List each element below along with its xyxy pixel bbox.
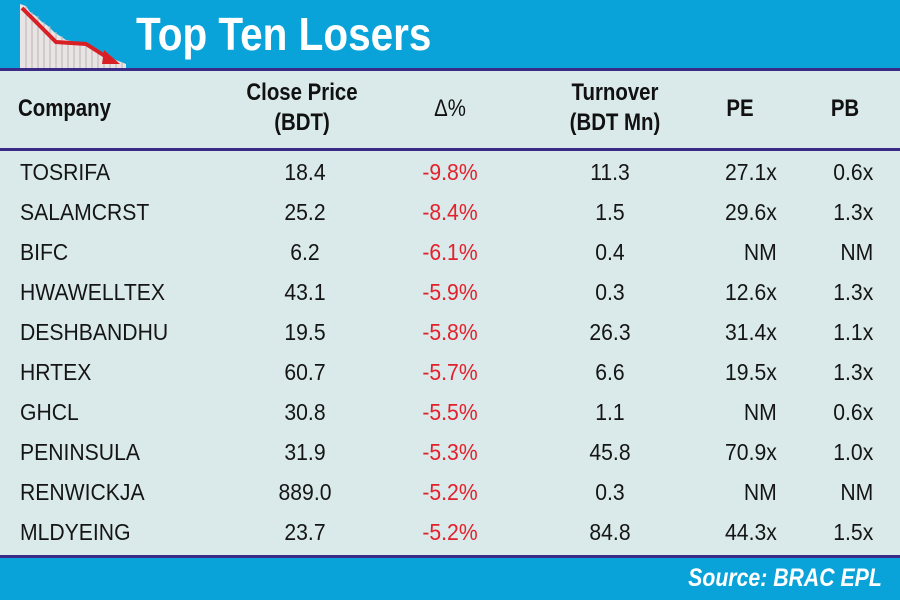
pb-cell: NM: [840, 239, 874, 265]
column-header-pb: PB: [830, 95, 860, 122]
turnover-cell: 11.3: [590, 159, 630, 185]
company-cell: TOSRIFA: [20, 159, 111, 185]
source-credit: Source: BRAC EPL: [688, 564, 882, 592]
change-cell: -9.8%: [422, 159, 478, 185]
close-price-cell: 18.4: [284, 159, 326, 185]
change-cell: -5.2%: [422, 519, 478, 545]
column-header-company: Company: [18, 95, 111, 122]
change-cell: -5.8%: [422, 319, 478, 345]
change-cell: -5.9%: [422, 279, 478, 305]
close-price-cell: 25.2: [284, 199, 326, 225]
company-cell: MLDYEING: [20, 519, 131, 545]
turnover-cell: 0.4: [595, 239, 625, 265]
column-header-close-price: Close Price (BDT): [246, 79, 358, 136]
pb-cell: 0.6x: [833, 399, 874, 425]
turnover-cell: 84.8: [589, 519, 631, 545]
title-banner: Top Ten Losers: [0, 0, 900, 68]
pb-cell: 0.6x: [833, 159, 874, 185]
pb-cell: 1.1x: [833, 319, 874, 345]
table-row: HWAWELLTEX 43.1 -5.9% 0.3 12.6x 1.3x: [0, 272, 900, 312]
change-cell: -5.7%: [422, 359, 478, 385]
table-row: GHCL 30.8 -5.5% 1.1 NM 0.6x: [0, 392, 900, 432]
table-row: MLDYEING 23.7 -5.2% 84.8 44.3x 1.5x: [0, 512, 900, 552]
company-cell: GHCL: [20, 399, 79, 425]
change-cell: -8.4%: [422, 199, 478, 225]
divider: [0, 555, 900, 558]
pe-cell: NM: [743, 239, 777, 265]
pb-cell: 1.3x: [833, 199, 874, 225]
company-cell: BIFC: [20, 239, 69, 265]
table-row: SALAMCRST 25.2 -8.4% 1.5 29.6x 1.3x: [0, 192, 900, 232]
turnover-cell: 1.1: [595, 399, 625, 425]
close-price-cell: 30.8: [284, 399, 326, 425]
close-price-cell: 6.2: [290, 239, 320, 265]
close-price-cell: 60.7: [284, 359, 326, 385]
pe-cell: 70.9x: [725, 439, 777, 465]
company-cell: HRTEX: [20, 359, 92, 385]
footer-banner: Source: BRAC EPL: [0, 558, 900, 600]
table-row: HRTEX 60.7 -5.7% 6.6 19.5x 1.3x: [0, 352, 900, 392]
pe-cell: 19.5x: [725, 359, 777, 385]
pb-cell: 1.5x: [833, 519, 874, 545]
change-cell: -6.1%: [422, 239, 478, 265]
company-cell: SALAMCRST: [20, 199, 150, 225]
declining-chart-icon: [20, 4, 126, 68]
close-price-cell: 19.5: [284, 319, 326, 345]
pe-cell: 29.6x: [725, 199, 777, 225]
company-cell: HWAWELLTEX: [20, 279, 166, 305]
turnover-cell: 6.6: [595, 359, 625, 385]
company-cell: DESHBANDHU: [20, 319, 169, 345]
table-row: BIFC 6.2 -6.1% 0.4 NM NM: [0, 232, 900, 272]
divider: [0, 148, 900, 151]
pb-cell: NM: [840, 479, 874, 505]
column-header-change: Δ%: [434, 95, 466, 122]
table-row: RENWICKJA 889.0 -5.2% 0.3 NM NM: [0, 472, 900, 512]
pe-cell: NM: [743, 479, 777, 505]
turnover-cell: 0.3: [595, 479, 625, 505]
table-row: PENINSULA 31.9 -5.3% 45.8 70.9x 1.0x: [0, 432, 900, 472]
pe-cell: 12.6x: [725, 279, 777, 305]
change-cell: -5.2%: [422, 479, 478, 505]
pb-cell: 1.3x: [833, 279, 874, 305]
pe-cell: NM: [743, 399, 777, 425]
company-cell: PENINSULA: [20, 439, 140, 465]
pe-cell: 27.1x: [725, 159, 777, 185]
table-header: Company Close Price (BDT) Δ% Turnover (B…: [0, 72, 900, 148]
change-cell: -5.3%: [422, 439, 478, 465]
change-cell: -5.5%: [422, 399, 478, 425]
turnover-cell: 45.8: [589, 439, 631, 465]
table-row: DESHBANDHU 19.5 -5.8% 26.3 31.4x 1.1x: [0, 312, 900, 352]
turnover-cell: 1.5: [595, 199, 625, 225]
close-price-cell: 31.9: [284, 439, 326, 465]
column-header-pe: PE: [726, 95, 754, 122]
close-price-cell: 889.0: [278, 479, 332, 505]
divider: [0, 68, 900, 71]
pb-cell: 1.3x: [833, 359, 874, 385]
pe-cell: 44.3x: [725, 519, 777, 545]
page-title: Top Ten Losers: [136, 8, 432, 60]
turnover-cell: 0.3: [595, 279, 625, 305]
close-price-cell: 43.1: [284, 279, 326, 305]
pe-cell: 31.4x: [725, 319, 777, 345]
turnover-cell: 26.3: [589, 319, 631, 345]
company-cell: RENWICKJA: [20, 479, 145, 505]
column-header-turnover: Turnover (BDT Mn): [569, 79, 661, 136]
table-row: TOSRIFA 18.4 -9.8% 11.3 27.1x 0.6x: [0, 152, 900, 192]
pb-cell: 1.0x: [833, 439, 874, 465]
close-price-cell: 23.7: [284, 519, 326, 545]
